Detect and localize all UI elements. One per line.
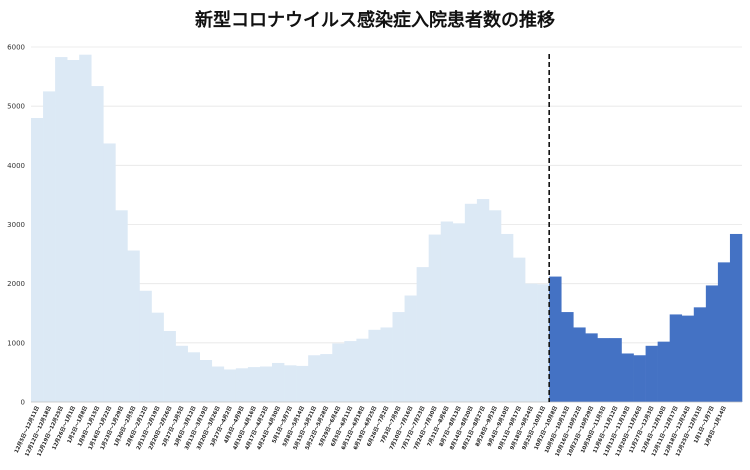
bar bbox=[308, 355, 321, 402]
bar bbox=[31, 118, 44, 402]
y-tick-label: 1000 bbox=[7, 339, 25, 347]
bar bbox=[428, 234, 442, 402]
y-tick-label: 5000 bbox=[7, 103, 25, 111]
bar bbox=[597, 338, 610, 402]
bar bbox=[500, 233, 514, 402]
bar bbox=[259, 366, 273, 402]
bar bbox=[380, 327, 393, 402]
bar bbox=[175, 345, 188, 402]
bar bbox=[585, 333, 598, 402]
bar bbox=[163, 331, 176, 402]
bar bbox=[440, 221, 454, 402]
bar bbox=[633, 355, 646, 402]
bar bbox=[561, 312, 574, 402]
bar bbox=[320, 354, 333, 402]
bar bbox=[549, 276, 562, 402]
y-tick-label: 2000 bbox=[7, 280, 25, 288]
bar bbox=[127, 250, 140, 402]
bar bbox=[284, 365, 297, 402]
bar bbox=[645, 345, 658, 402]
bar bbox=[199, 359, 213, 402]
y-tick-label: 3000 bbox=[7, 221, 25, 229]
bar bbox=[43, 91, 56, 402]
bar bbox=[657, 341, 670, 402]
bar bbox=[681, 315, 695, 402]
bar bbox=[332, 343, 345, 402]
bar bbox=[621, 353, 634, 402]
bar bbox=[573, 327, 586, 402]
bar bbox=[235, 368, 249, 402]
bar bbox=[368, 329, 381, 402]
bar bbox=[79, 54, 92, 403]
bar bbox=[452, 223, 466, 402]
y-tick-label: 0 bbox=[21, 399, 25, 407]
bar bbox=[705, 285, 719, 402]
bar bbox=[91, 86, 104, 403]
y-axis-ticks: 0 1000 2000 3000 4000 5000 6000 bbox=[7, 44, 25, 407]
bar bbox=[476, 199, 490, 402]
bar bbox=[537, 284, 550, 402]
bar bbox=[404, 295, 417, 402]
bar bbox=[296, 365, 309, 402]
bar bbox=[223, 369, 237, 402]
bar bbox=[464, 203, 478, 402]
bar bbox=[356, 338, 369, 402]
bar bbox=[717, 262, 731, 402]
bars bbox=[31, 54, 743, 403]
bar bbox=[525, 283, 538, 402]
bar bbox=[392, 312, 405, 402]
bar bbox=[416, 267, 429, 402]
bar bbox=[488, 210, 502, 402]
bar bbox=[513, 257, 526, 402]
x-axis-ticks: 12月5日～12月11日12月12日～12月18日12月19日～12月25日12… bbox=[12, 404, 728, 457]
y-tick-label: 4000 bbox=[7, 162, 25, 170]
chart-title: 新型コロナウイルス感染症入院患者数の推移 bbox=[195, 10, 555, 31]
bar bbox=[67, 60, 80, 403]
bar bbox=[609, 338, 622, 402]
bar bbox=[272, 362, 285, 402]
bar bbox=[669, 314, 683, 402]
bar bbox=[729, 233, 743, 402]
bar bbox=[55, 57, 68, 402]
bar bbox=[139, 290, 152, 402]
bar bbox=[115, 210, 128, 402]
y-tick-label: 6000 bbox=[7, 44, 25, 52]
bar bbox=[187, 352, 201, 402]
bar bbox=[211, 366, 225, 402]
bar bbox=[693, 307, 707, 402]
bar bbox=[151, 312, 164, 402]
bar bbox=[103, 143, 116, 403]
bar bbox=[247, 367, 261, 402]
bar bbox=[344, 341, 357, 402]
